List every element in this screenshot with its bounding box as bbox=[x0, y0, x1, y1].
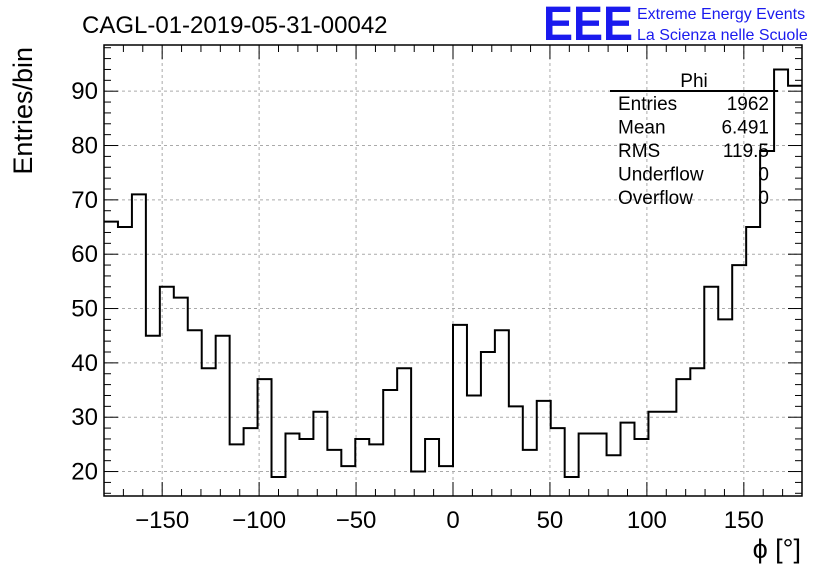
histogram-bin bbox=[690, 368, 704, 496]
histogram-bin bbox=[188, 330, 202, 496]
histogram-bin bbox=[676, 379, 690, 496]
stats-value: 6.491 bbox=[721, 118, 769, 139]
histogram-bin bbox=[355, 439, 369, 496]
histogram-bin bbox=[648, 412, 662, 496]
stats-label: Entries bbox=[618, 94, 677, 115]
x-tick-label: −50 bbox=[336, 507, 377, 534]
logo-line-1: Extreme Energy Events bbox=[637, 6, 805, 23]
y-tick-label: 80 bbox=[71, 133, 98, 160]
y-tick-label: 30 bbox=[71, 404, 98, 431]
histogram-bin bbox=[732, 265, 746, 496]
y-tick-label: 90 bbox=[71, 78, 98, 105]
histogram-bin bbox=[118, 227, 132, 496]
histogram-bin bbox=[258, 379, 272, 496]
histogram-bin bbox=[453, 325, 467, 496]
stats-value: 1962 bbox=[727, 94, 769, 115]
histogram-bin bbox=[313, 412, 327, 496]
histogram-bin bbox=[104, 222, 118, 496]
histogram-bin bbox=[439, 466, 453, 496]
stats-label: RMS bbox=[618, 141, 660, 162]
histogram-bin bbox=[285, 434, 299, 496]
histogram-bin bbox=[481, 352, 495, 496]
histogram-bin bbox=[537, 401, 551, 496]
histogram-bin bbox=[634, 439, 648, 496]
stats-value: 0 bbox=[758, 165, 769, 186]
histogram-bin bbox=[244, 428, 258, 496]
histogram-bin bbox=[579, 434, 593, 496]
histogram-bin bbox=[341, 466, 355, 496]
histogram-bin bbox=[593, 434, 607, 496]
x-tick-label: 100 bbox=[627, 507, 667, 534]
logo-line-2: La Scienza nelle Scuole bbox=[637, 27, 808, 44]
x-tick-label: 50 bbox=[537, 507, 564, 534]
histogram-bin bbox=[327, 450, 341, 496]
y-tick-label: 40 bbox=[71, 350, 98, 377]
histogram-bin bbox=[495, 330, 509, 496]
histogram-bin bbox=[146, 336, 160, 496]
histogram-bin bbox=[383, 390, 397, 496]
histogram-bin bbox=[369, 444, 383, 496]
histogram-bin bbox=[202, 368, 216, 496]
axes: −150 −100 −50 0 50 100 150 20 30 40 50 60 70 80 90 bbox=[71, 44, 803, 534]
histogram-bin bbox=[467, 395, 481, 496]
y-axis-label: Entries/bin bbox=[8, 47, 38, 175]
histogram-bin bbox=[299, 439, 313, 496]
x-axis-label: ϕ [°] bbox=[753, 534, 801, 564]
eee-logo-mark: EEE bbox=[543, 0, 633, 51]
histogram-bin bbox=[425, 439, 439, 496]
histogram-bin bbox=[662, 412, 676, 496]
histogram-bin bbox=[551, 428, 565, 496]
stats-value: 119.5 bbox=[723, 141, 769, 162]
y-tick-label: 60 bbox=[71, 241, 98, 268]
chart-title: CAGL-01-2019-05-31-00042 bbox=[82, 12, 388, 39]
histogram-bin bbox=[230, 444, 244, 496]
histogram-bin bbox=[523, 450, 537, 496]
histogram-bin bbox=[607, 455, 621, 496]
histogram-series bbox=[104, 68, 802, 496]
histogram-bin bbox=[774, 69, 788, 496]
histogram-bin bbox=[621, 423, 635, 496]
y-tick-label: 70 bbox=[71, 187, 98, 214]
histogram-bin bbox=[788, 86, 802, 496]
histogram-bin bbox=[411, 472, 425, 496]
stats-label: Underflow bbox=[618, 165, 704, 186]
eee-logo: EEE Extreme Energy Events La Scienza nel… bbox=[543, 0, 808, 51]
histogram-bin bbox=[174, 298, 188, 496]
histogram-bin bbox=[397, 368, 411, 496]
x-tick-label: 150 bbox=[724, 507, 764, 534]
histogram-bin bbox=[704, 287, 718, 496]
stats-label: Mean bbox=[618, 118, 666, 139]
histogram-bin bbox=[216, 336, 230, 496]
histogram-bin bbox=[565, 477, 579, 496]
histogram-bin bbox=[160, 287, 174, 496]
stats-title: Phi bbox=[680, 71, 707, 92]
histogram-bin bbox=[718, 319, 732, 496]
y-tick-label: 50 bbox=[71, 296, 98, 323]
x-tick-label: 0 bbox=[446, 507, 459, 534]
histogram-bin bbox=[746, 227, 760, 496]
y-tick-label: 20 bbox=[71, 459, 98, 486]
stats-value: 0 bbox=[758, 188, 769, 209]
x-tick-label: −150 bbox=[135, 507, 189, 534]
x-tick-label: −100 bbox=[232, 507, 286, 534]
histogram-outline bbox=[104, 68, 802, 478]
histogram-bin bbox=[132, 194, 146, 496]
histogram-bin bbox=[509, 406, 523, 496]
stats-label: Overflow bbox=[618, 188, 693, 209]
